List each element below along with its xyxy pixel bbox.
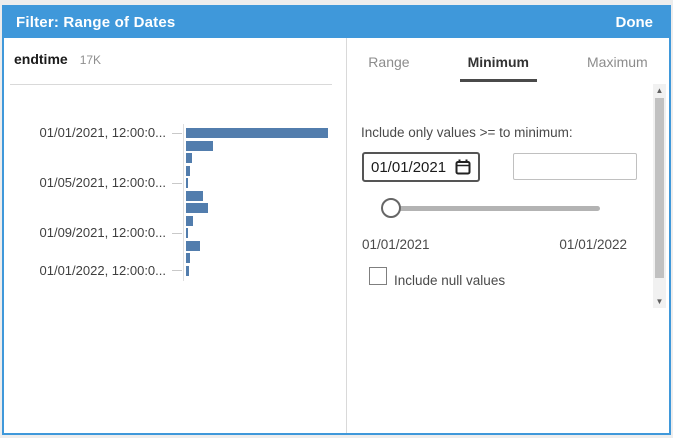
tab-range[interactable]: Range bbox=[368, 54, 410, 70]
histogram-bar[interactable] bbox=[186, 240, 200, 251]
tab-maximum[interactable]: Maximum bbox=[587, 54, 648, 70]
vertical-scrollbar: ▲ ▼ bbox=[653, 84, 666, 308]
dialog-title: Filter: Range of Dates bbox=[16, 14, 176, 31]
histogram-bar[interactable] bbox=[186, 165, 190, 176]
tab-bar: Range Minimum Maximum bbox=[347, 48, 669, 82]
scroll-up-arrow[interactable]: ▲ bbox=[655, 86, 664, 95]
axis-tick bbox=[172, 232, 182, 234]
histogram-bar[interactable] bbox=[186, 153, 192, 163]
minimum-date-value[interactable] bbox=[371, 158, 455, 176]
minimum-instruction-label: Include only values >= to minimum: bbox=[361, 125, 573, 140]
axis-tick-label: 01/01/2021, 12:00:0... bbox=[39, 125, 167, 140]
tab-minimum[interactable]: Minimum bbox=[459, 48, 538, 82]
histogram-bar[interactable] bbox=[186, 228, 188, 238]
scrollbar-thumb[interactable] bbox=[655, 98, 664, 278]
axis-tick-label: 01/01/2022, 12:00:0... bbox=[39, 262, 167, 278]
histogram-bar[interactable] bbox=[186, 190, 203, 201]
axis-tick-label: 01/05/2021, 12:00:0... bbox=[39, 175, 167, 190]
histogram-axis-line bbox=[183, 124, 184, 281]
axis-tick-label: 01/09/2021, 12:00:0... bbox=[39, 225, 167, 240]
field-name-label: endtime bbox=[14, 51, 68, 67]
minimum-date-input[interactable] bbox=[362, 152, 480, 182]
field-panel: endtime 17K 01/01/2021, 12:00:0... 01/05/… bbox=[4, 38, 346, 433]
dialog-body: endtime 17K 01/01/2021, 12:00:0... 01/05/… bbox=[4, 38, 669, 433]
slider-track[interactable] bbox=[393, 206, 600, 211]
field-header: endtime 17K bbox=[14, 51, 101, 67]
filter-settings-panel: Range Minimum Maximum Include only value… bbox=[346, 38, 669, 433]
record-count-badge: 17K bbox=[79, 53, 102, 67]
histogram-bar[interactable] bbox=[186, 215, 193, 226]
histogram-bar[interactable] bbox=[186, 128, 328, 138]
scroll-down-arrow[interactable]: ▼ bbox=[655, 297, 664, 306]
include-nulls-label[interactable]: Include null values bbox=[394, 273, 506, 288]
axis-tick bbox=[172, 132, 182, 134]
minimum-value-input[interactable] bbox=[513, 153, 637, 180]
include-nulls-checkbox[interactable] bbox=[369, 267, 387, 285]
histogram-bar[interactable] bbox=[186, 140, 213, 151]
slider-range-labels: 01/01/2021 01/01/2022 bbox=[362, 237, 627, 252]
field-divider bbox=[10, 84, 332, 85]
axis-tick bbox=[172, 182, 182, 184]
histogram-bar[interactable] bbox=[186, 265, 189, 276]
calendar-icon[interactable] bbox=[455, 159, 471, 175]
range-start-label: 01/01/2021 bbox=[362, 237, 430, 252]
slider-handle[interactable] bbox=[381, 198, 401, 218]
histogram-bar[interactable] bbox=[186, 253, 190, 263]
include-nulls-row: Include null values bbox=[369, 267, 506, 288]
histogram: 01/01/2021, 12:00:0... 01/05/2021, 12:00:… bbox=[4, 124, 346, 283]
histogram-bar[interactable] bbox=[186, 178, 188, 188]
histogram-bar[interactable] bbox=[186, 203, 208, 213]
title-bar: Filter: Range of Dates Done bbox=[4, 7, 669, 38]
axis-tick bbox=[172, 270, 182, 271]
filter-dialog: Filter: Range of Dates Done endtime 17K … bbox=[2, 5, 671, 435]
range-end-label: 01/01/2022 bbox=[559, 237, 627, 252]
done-button[interactable]: Done bbox=[615, 14, 654, 31]
